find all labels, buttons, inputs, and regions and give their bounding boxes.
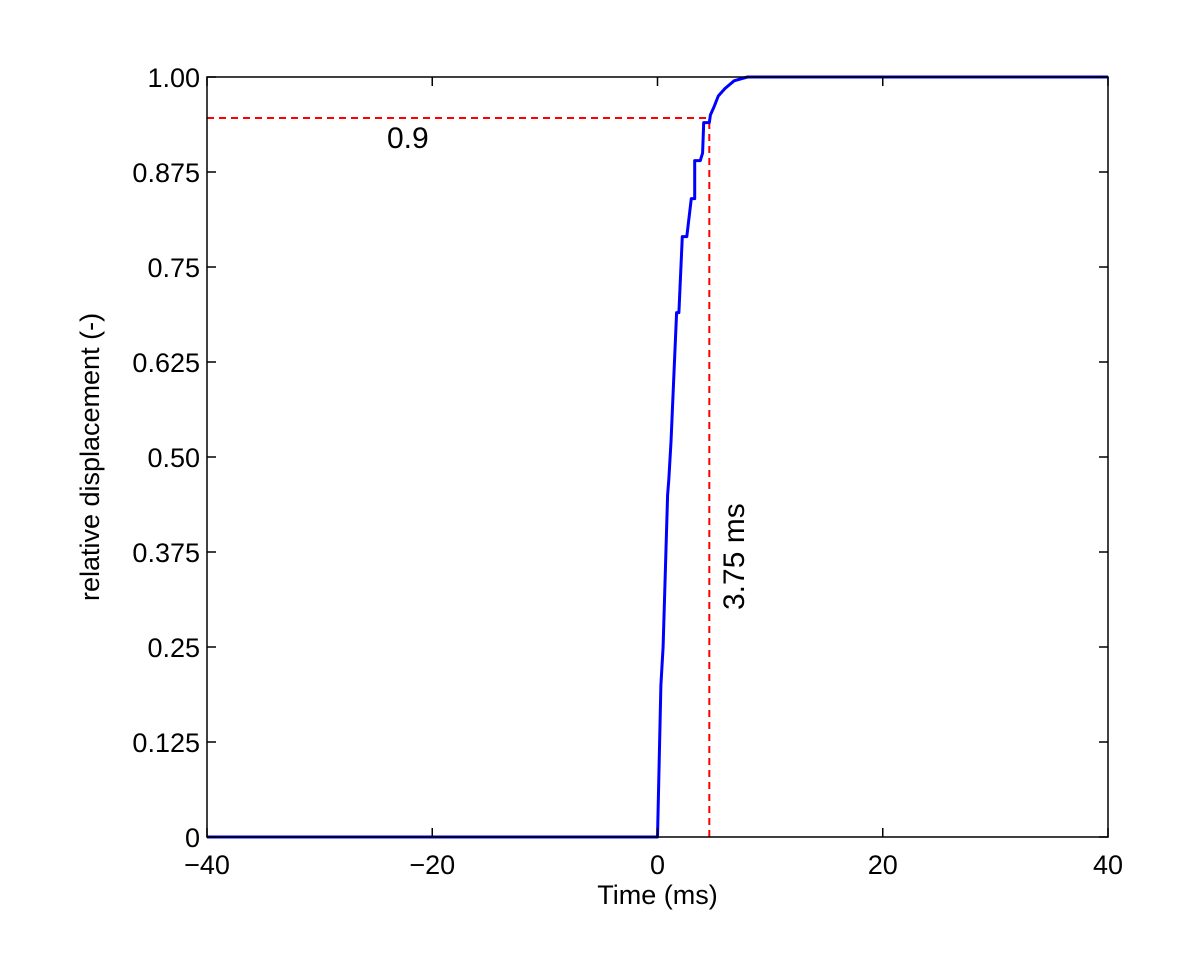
y-axis-label: relative displacement (-) — [75, 313, 105, 601]
x-tick-label: −40 — [184, 850, 230, 880]
x-tick-label: −20 — [409, 850, 455, 880]
y-tick-label: 0.625 — [132, 348, 200, 378]
y-tick-label: 0.125 — [132, 728, 200, 758]
y-tick-label: 0.875 — [132, 158, 200, 188]
series-line — [207, 75, 1108, 839]
y-tick-label: 0.75 — [147, 253, 200, 283]
reference-label-x: 3.75 ms — [718, 503, 751, 610]
x-tick-label: 20 — [868, 850, 898, 880]
y-tick-label: 1.00 — [147, 63, 200, 93]
y-tick-label: 0.50 — [147, 443, 200, 473]
x-tick-label: 40 — [1093, 850, 1123, 880]
y-tick-label: 0.25 — [147, 633, 200, 663]
y-tick-label: 0 — [185, 823, 200, 853]
y-tick-label: 0.375 — [132, 538, 200, 568]
x-tick-label: 0 — [650, 850, 665, 880]
reference-label-y: 0.9 — [387, 122, 429, 155]
x-axis-label: Time (ms) — [597, 880, 717, 910]
plot-frame — [206, 76, 1109, 838]
